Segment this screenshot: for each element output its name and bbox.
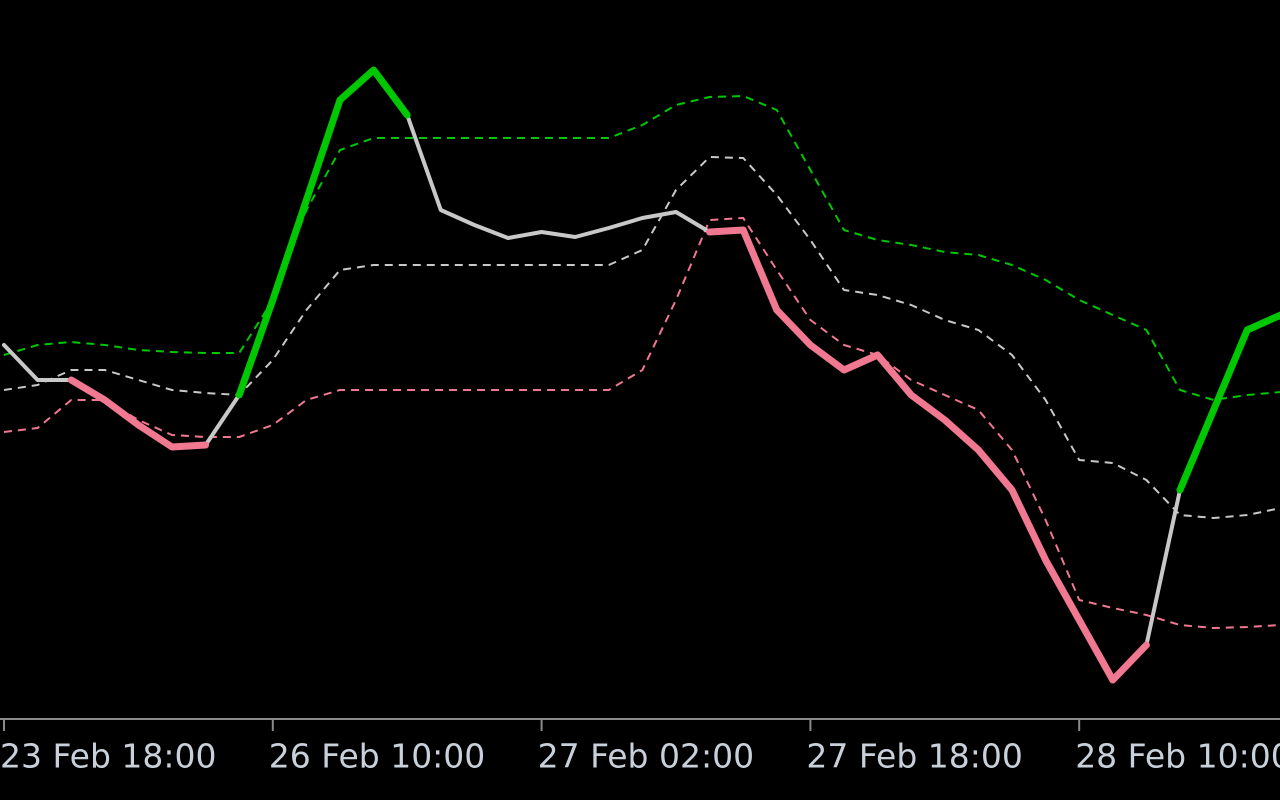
x-tick-label: 26 Feb 10:00	[269, 737, 486, 776]
band-line	[3, 95, 1280, 401]
indicator-line	[235, 66, 1280, 494]
band-line	[3, 156, 1280, 519]
x-tick-label: 27 Feb 02:00	[538, 737, 755, 776]
indicator-line	[2, 113, 1182, 647]
x-tick-label: 27 Feb 18:00	[806, 737, 1023, 776]
x-tick-label: 28 Feb 10:00	[1075, 737, 1280, 776]
indicator-line	[67, 226, 1150, 684]
band-line	[3, 217, 1280, 629]
x-tick-label: 23 Feb 18:00	[0, 737, 217, 776]
